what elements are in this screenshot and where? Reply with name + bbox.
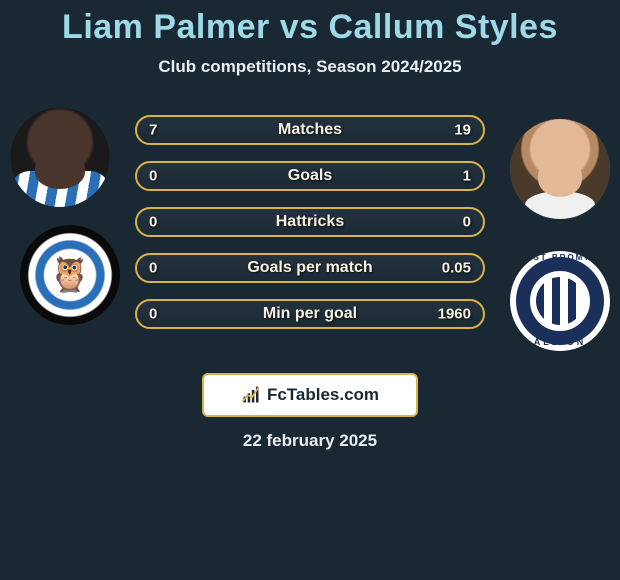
player1-avatar [10, 107, 110, 207]
crest-top-text: EST BROMW [510, 253, 610, 262]
stat-bar: Min per goal 0 1960 [135, 299, 485, 329]
stat-value-p1: 0 [149, 214, 157, 231]
stat-value-p2: 0 [463, 214, 471, 231]
player2-avatar [510, 119, 610, 219]
stat-label: Goals per match [247, 259, 372, 277]
stat-value-p2: 19 [454, 122, 471, 139]
stat-label: Hattricks [276, 213, 344, 231]
stat-label: Min per goal [263, 305, 357, 323]
crest-bottom-text: ALBION [510, 337, 610, 347]
stat-bar: Hattricks 0 0 [135, 207, 485, 237]
stat-label: Matches [278, 121, 342, 139]
brand-badge: FcTables.com [202, 373, 418, 417]
stat-bar: Matches 7 19 [135, 115, 485, 145]
brand-text: FcTables.com [267, 385, 379, 405]
owl-icon: 🦉 [49, 258, 91, 292]
stat-value-p2: 0.05 [442, 260, 471, 277]
stat-value-p1: 7 [149, 122, 157, 139]
stat-label: Goals [288, 167, 332, 185]
chart-icon [241, 385, 261, 405]
stat-value-p1: 0 [149, 168, 157, 185]
stat-value-p2: 1 [463, 168, 471, 185]
page-title: Liam Palmer vs Callum Styles [0, 8, 620, 47]
player1-club-crest: 🦉 [20, 225, 120, 325]
stat-bar: Goals 0 1 [135, 161, 485, 191]
snapshot-date: 22 february 2025 [0, 431, 620, 451]
stat-value-p1: 0 [149, 306, 157, 323]
stat-bars: Matches719Goals01Hattricks00Goals per ma… [135, 115, 485, 345]
stat-value-p1: 0 [149, 260, 157, 277]
page-subtitle: Club competitions, Season 2024/2025 [0, 57, 620, 77]
player2-club-crest: EST BROMW ALBION [510, 251, 610, 351]
comparison-panel: 🦉 EST BROMW ALBION Matches 7 19 Goals 0 1 Hatt… [0, 105, 620, 365]
stat-value-p2: 1960 [438, 306, 471, 323]
stat-bar: Goals per match 0 0.05 [135, 253, 485, 283]
